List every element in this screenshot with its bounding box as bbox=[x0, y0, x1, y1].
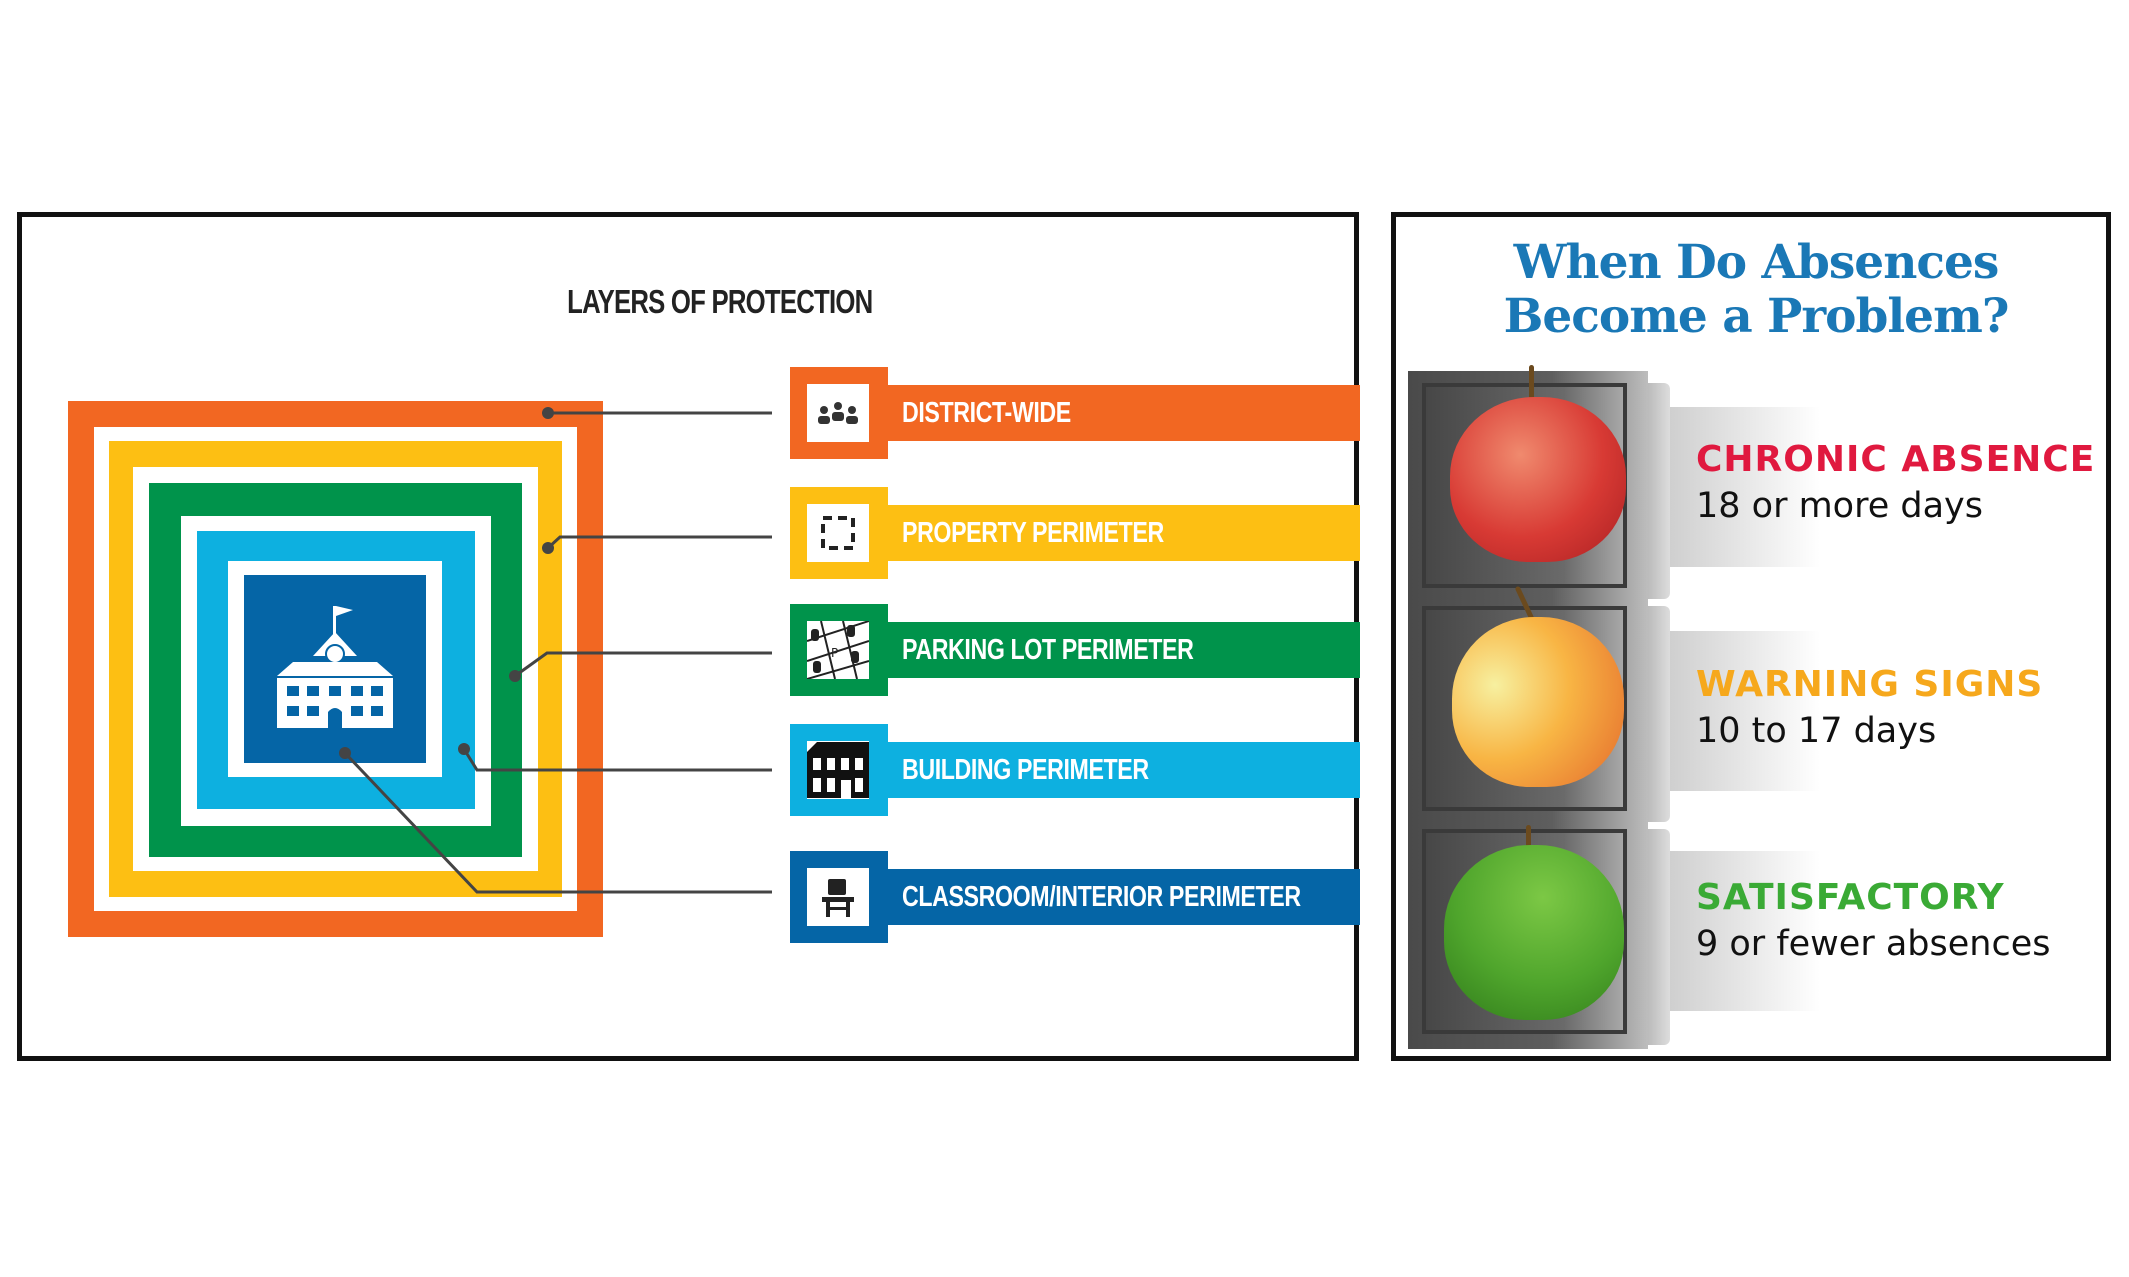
red-apple-icon bbox=[1450, 397, 1626, 562]
ring-classroom bbox=[244, 575, 426, 763]
signal-tab bbox=[1648, 829, 1670, 1045]
dashed-square-icon bbox=[821, 516, 855, 550]
level-heading: CHRONIC ABSENCE bbox=[1696, 439, 2096, 480]
layer-row-district: DISTRICT-WIDE bbox=[790, 367, 1360, 459]
label-backdrop bbox=[1670, 851, 1820, 1011]
layer-row-parking: P PARKING LOT PERIMETER bbox=[790, 604, 1360, 696]
layer-row-classroom: CLASSROOM/INTERIOR PERIMETER bbox=[790, 851, 1360, 943]
absences-panel: When Do Absences Become a Problem? CHRON… bbox=[1391, 212, 2111, 1061]
layer-label: BUILDING PERIMETER bbox=[902, 753, 1149, 786]
school-building-icon bbox=[277, 606, 393, 728]
connector-lines bbox=[339, 407, 772, 894]
apple-stem bbox=[1526, 825, 1531, 853]
absences-title-line2: Become a Problem? bbox=[1503, 289, 2010, 344]
layers-of-protection-panel: LAYERS OF PROTECTION DISTRICT-WI bbox=[17, 212, 1360, 1061]
parking-lot-icon: P bbox=[807, 621, 869, 679]
layer-label: PARKING LOT PERIMETER bbox=[902, 633, 1194, 666]
svg-text:P: P bbox=[831, 646, 838, 660]
signal-tab bbox=[1648, 383, 1670, 599]
level-heading: WARNING SIGNS bbox=[1696, 664, 2044, 705]
yellow-apple-icon bbox=[1452, 617, 1624, 787]
level-detail: 9 or fewer absences bbox=[1696, 924, 2051, 964]
label-backdrop bbox=[1670, 631, 1820, 791]
layer-label: PROPERTY PERIMETER bbox=[902, 516, 1164, 549]
level-satisfactory: SATISFACTORY 9 or fewer absences bbox=[1696, 877, 2050, 964]
level-detail: 18 or more days bbox=[1696, 486, 1983, 526]
apple-stem bbox=[1529, 365, 1534, 401]
signal-tab bbox=[1648, 606, 1670, 822]
layer-row-building: BUILDING PERIMETER bbox=[790, 724, 1360, 816]
desk-chair-icon bbox=[822, 879, 854, 917]
layer-label: CLASSROOM/INTERIOR PERIMETER bbox=[902, 880, 1301, 913]
people-group-icon bbox=[818, 402, 858, 424]
level-heading: SATISFACTORY bbox=[1696, 877, 2005, 918]
level-warning: WARNING SIGNS 10 to 17 days bbox=[1696, 664, 2043, 751]
level-detail: 10 to 17 days bbox=[1696, 711, 1937, 751]
building-icon bbox=[807, 742, 869, 798]
level-chronic: CHRONIC ABSENCE 18 or more days bbox=[1696, 439, 2095, 526]
layer-row-property: PROPERTY PERIMETER bbox=[790, 487, 1360, 579]
layers-title: LAYERS OF PROTECTION bbox=[567, 283, 873, 320]
layer-label: DISTRICT-WIDE bbox=[902, 396, 1071, 429]
green-apple-icon bbox=[1444, 845, 1624, 1020]
label-backdrop bbox=[1670, 407, 1820, 567]
absences-title-line1: When Do Absences bbox=[1513, 235, 2000, 290]
